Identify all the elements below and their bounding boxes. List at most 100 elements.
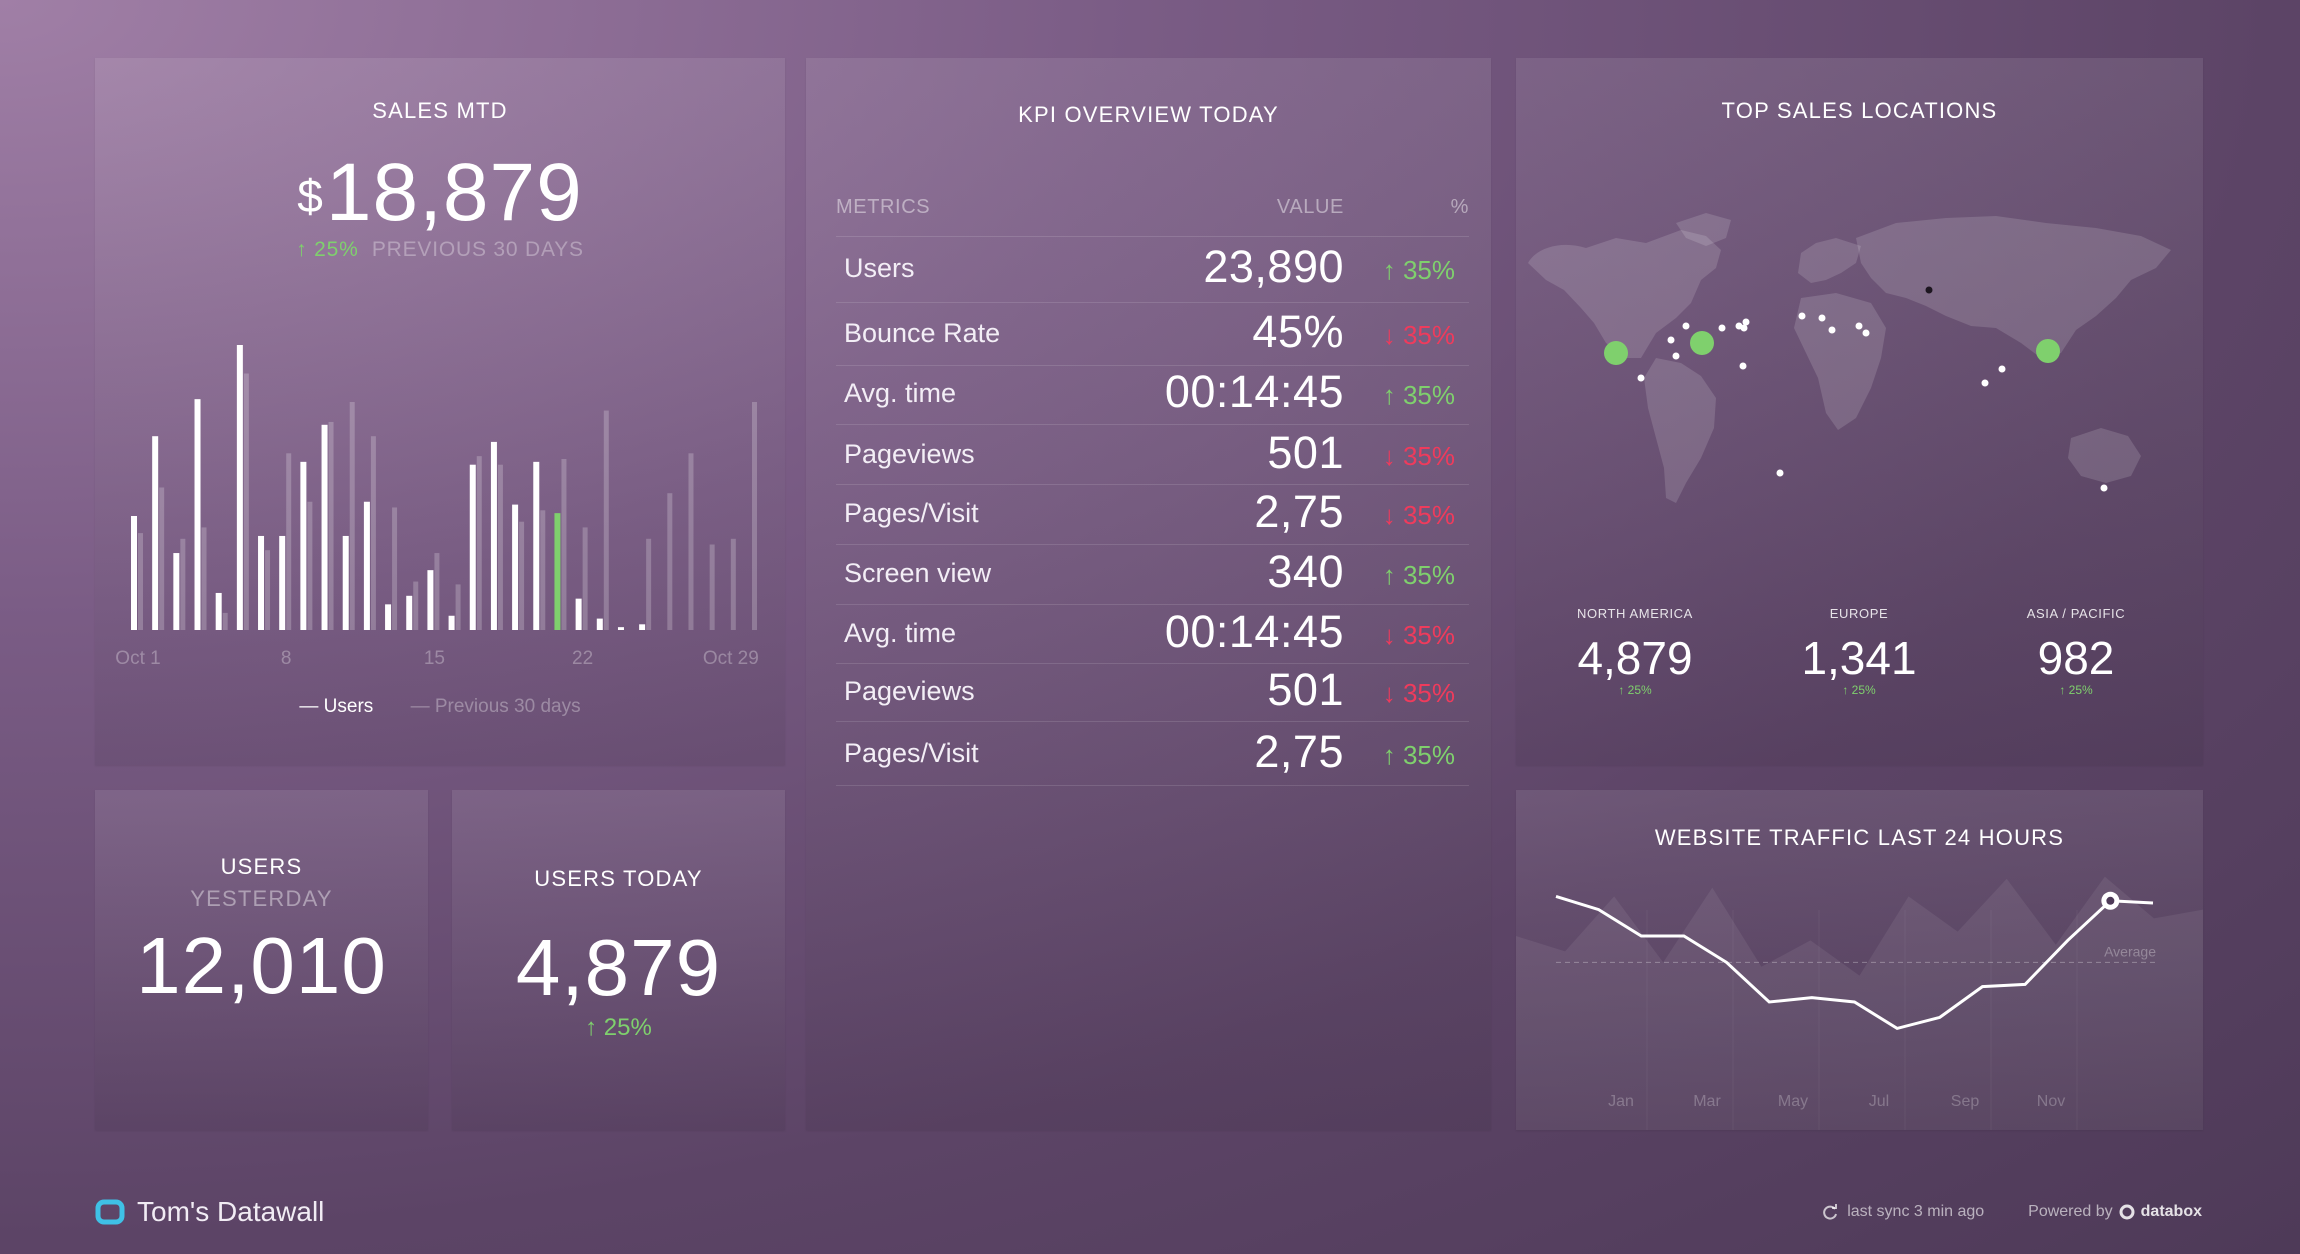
kpi-row: Users 23,890 ↑ 35% [836, 236, 1469, 303]
kpi-metric-change: ↓ 35% [1382, 441, 1455, 471]
users-bar [533, 461, 540, 630]
kpi-metric-label: Pages/Visit [844, 738, 979, 768]
kpi-row: Bounce Rate 45% ↓ 35% [836, 303, 1469, 366]
map-dot [1998, 365, 2006, 373]
users-bar [406, 595, 413, 630]
asia-shape [1856, 216, 2171, 358]
kpi-metric-change: ↓ 35% [1382, 500, 1455, 530]
kpi-metric-label: Users [844, 253, 915, 283]
map-dot [1682, 322, 1690, 330]
users-bar [131, 516, 137, 630]
users-bar [512, 504, 519, 630]
region-name: NORTH AMERICA [1577, 606, 1693, 621]
sync-text: last sync 3 min ago [1847, 1203, 1985, 1220]
kpi-metric-value: 45% [1252, 306, 1344, 357]
legend-users: — Users [299, 696, 374, 717]
databox-link[interactable]: databox [2119, 1203, 2202, 1221]
region-name: ASIA / PACIFIC [2026, 606, 2126, 621]
kpi-metric-change: ↑ 35% [1382, 380, 1455, 410]
map-dot [1828, 326, 1836, 334]
kpi-metric-label: Bounce Rate [844, 318, 1001, 348]
map-dot [1776, 469, 1784, 477]
users-today-value: 4,879 [515, 923, 722, 1012]
kpi-row: Avg. time 00:14:45 ↑ 35% [836, 364, 1469, 425]
users-bar [490, 441, 497, 630]
sales-change: ↑ 25% [296, 238, 359, 261]
x-tick-label: Oct 29 [703, 648, 759, 669]
map-dot [2100, 484, 2108, 492]
region-north-america: NORTH AMERICA 4,879 ↑ 25% [1535, 606, 1735, 697]
col-metrics: METRICS [836, 196, 931, 218]
previous-area [1516, 876, 2203, 1130]
kpi-metric-value: 00:14:45 [1164, 366, 1344, 417]
kpi-metric-label: Screen view [844, 558, 992, 588]
map-dot [1742, 318, 1750, 326]
x-tick-label: Nov [2037, 1093, 2065, 1110]
top-sales-locations-panel: TOP SALES LOCATIONS [1516, 58, 2203, 765]
south-america-shape [1644, 358, 1716, 503]
datawall-logo-icon [95, 1199, 125, 1225]
databox-logo-icon [2119, 1204, 2135, 1220]
x-tick-label: Sep [1951, 1093, 1980, 1110]
region-europe: EUROPE 1,341 ↑ 25% [1759, 606, 1959, 697]
footer-brand: Tom's Datawall [95, 1196, 324, 1228]
kpi-metric-value: 501 [1267, 664, 1344, 715]
map-dot [1981, 379, 1989, 387]
users-yesterday-value: 12,010 [136, 921, 387, 1010]
region-value: 1,341 [1801, 632, 1917, 684]
map-dot [1818, 314, 1826, 322]
users-bar [639, 624, 646, 630]
previous-bar [286, 453, 292, 630]
kpi-table-header: METRICS VALUE % [836, 196, 1469, 237]
kpi-metric-value: 2,75 [1254, 726, 1344, 777]
map-dot [1740, 324, 1748, 332]
kpi-metric-label: Pages/Visit [844, 498, 979, 528]
region-change: ↑ 25% [1618, 683, 1652, 697]
users-yesterday-panel: USERS YESTERDAY 12,010 [95, 790, 428, 1130]
users-bar [554, 513, 561, 630]
website-traffic-panel: WEBSITE TRAFFIC LAST 24 HOURS Average Jan… [1516, 790, 2203, 1130]
previous-bar [646, 538, 652, 630]
databox-name: databox [2140, 1203, 2202, 1220]
map-dot [1855, 322, 1863, 330]
users-bar [575, 598, 582, 630]
map-dot [1862, 329, 1870, 337]
users-bar [448, 615, 455, 630]
refresh-icon [1823, 1204, 1838, 1220]
kpi-metric-label: Avg. time [844, 378, 957, 408]
previous-bar [582, 527, 588, 630]
average-label: Average [2104, 943, 2156, 959]
africa-shape [1794, 293, 1886, 430]
sales-mtd-title: SALES MTD [372, 98, 508, 123]
kpi-row: Pages/Visit 2,75 ↓ 35% [836, 484, 1469, 545]
north-america-marker [1604, 341, 1628, 365]
previous-bar [180, 538, 186, 630]
map-dot [1637, 374, 1645, 382]
users-bar [342, 535, 349, 630]
previous-bar [709, 544, 715, 630]
kpi-metric-change: ↓ 35% [1382, 620, 1455, 650]
previous-bar [370, 436, 376, 630]
greenland-shape [1676, 213, 1731, 246]
users-bar [321, 424, 328, 630]
region-name: EUROPE [1829, 606, 1889, 621]
sales-comparison: ↑ 25% PREVIOUS 30 DAYS [95, 238, 785, 262]
col-pct: % [1450, 196, 1469, 218]
previous-bar [667, 493, 673, 630]
currency-symbol: $ [297, 170, 324, 222]
x-tick-label: Jul [1869, 1093, 1889, 1110]
sales-value: 18,879 [325, 147, 583, 238]
current-point-center [2106, 896, 2115, 905]
users-bar [279, 535, 286, 630]
map-dot [1667, 336, 1675, 344]
kpi-metric-change: ↓ 35% [1382, 678, 1455, 708]
previous-bar [730, 538, 736, 630]
x-tick-label: Oct 1 [115, 648, 160, 669]
sales-mtd-panel: SALES MTD $18,879 ↑ 25% PREVIOUS 30 DAYS… [95, 58, 785, 765]
previous-bar [243, 373, 249, 630]
europe-shape [1798, 238, 1861, 283]
kpi-metric-label: Pageviews [844, 676, 975, 706]
previous-bar [497, 464, 503, 630]
region-change: ↑ 25% [2059, 683, 2093, 697]
australia-shape [2068, 428, 2141, 483]
